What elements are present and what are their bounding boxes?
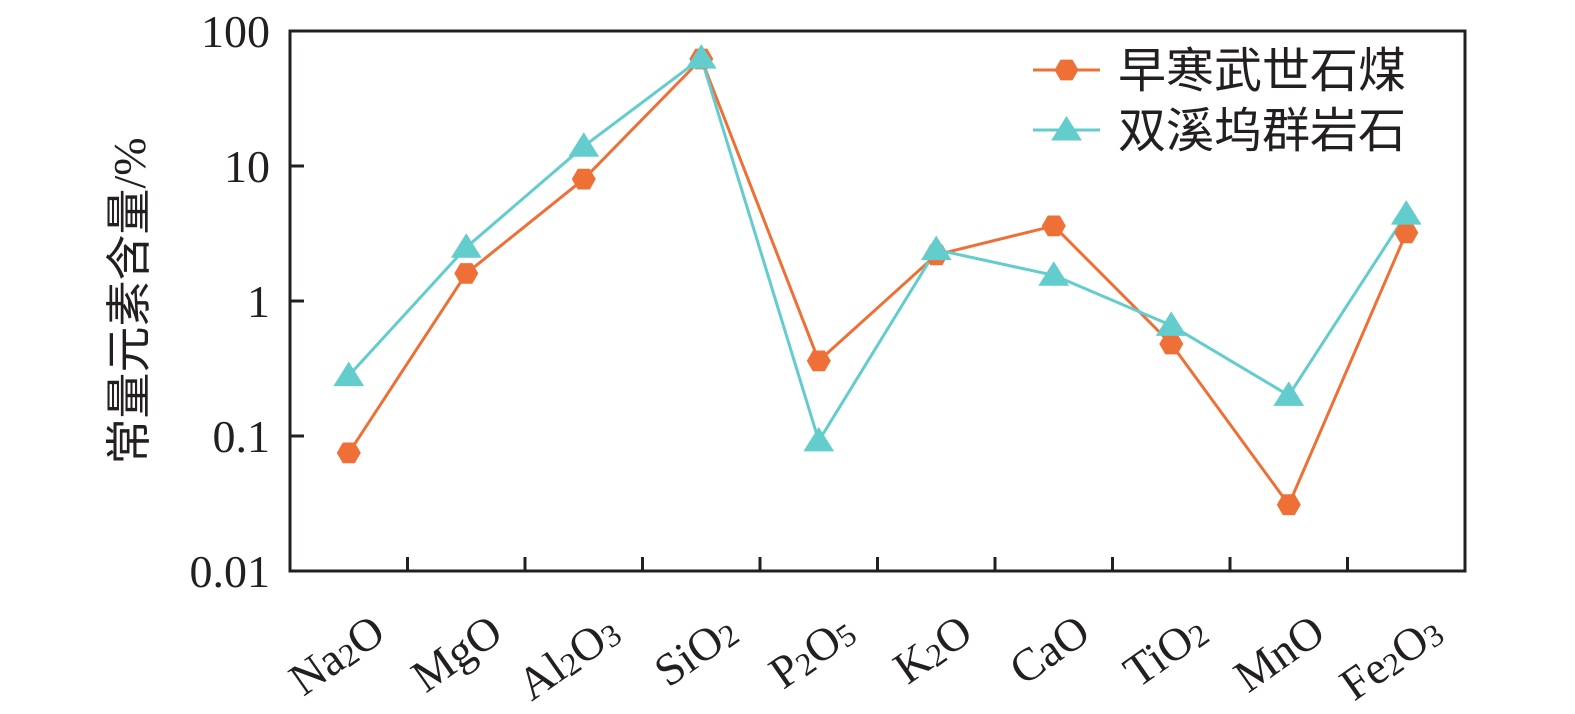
svg-text:K2O: K2O bbox=[884, 604, 981, 693]
y-tick-label: 0.1 bbox=[213, 411, 271, 462]
series-2 bbox=[347, 56, 1408, 443]
svg-text:TiO2: TiO2 bbox=[1114, 604, 1216, 697]
data-point bbox=[333, 361, 365, 387]
svg-text:Al2O3: Al2O3 bbox=[508, 604, 628, 710]
x-tick-label: MgO bbox=[402, 604, 511, 701]
data-point bbox=[568, 132, 600, 157]
series-line bbox=[347, 56, 1408, 443]
data-point bbox=[1394, 222, 1419, 244]
svg-text:SiO2: SiO2 bbox=[645, 604, 746, 696]
x-tick-label: CaO bbox=[1000, 604, 1098, 694]
svg-text:MnO: MnO bbox=[1224, 604, 1333, 701]
legend-marker bbox=[1054, 59, 1079, 81]
x-tick-label: MnO bbox=[1224, 604, 1333, 701]
data-point bbox=[806, 350, 831, 372]
x-tick-label: P2O5 bbox=[760, 604, 864, 698]
data-point bbox=[450, 233, 482, 258]
x-tick-label: TiO2 bbox=[1114, 604, 1216, 697]
data-point bbox=[336, 442, 361, 464]
series-layer bbox=[333, 44, 1422, 516]
legend-marker bbox=[1051, 116, 1082, 141]
data-point bbox=[1390, 200, 1422, 225]
data-point bbox=[1159, 333, 1184, 355]
series-1 bbox=[347, 57, 1408, 507]
x-tick-label: Fe2O3 bbox=[1330, 604, 1450, 710]
y-tick-label: 1 bbox=[247, 276, 270, 327]
data-point bbox=[1041, 215, 1066, 237]
svg-text:Na2O: Na2O bbox=[280, 604, 394, 705]
series-2-points bbox=[333, 44, 1422, 452]
y-tick-label: 0.01 bbox=[190, 546, 271, 597]
x-tick-label: K2O bbox=[884, 604, 981, 693]
svg-text:MgO: MgO bbox=[402, 604, 511, 701]
svg-text:Fe2O3: Fe2O3 bbox=[1330, 604, 1450, 710]
y-axis-label: 常量元素含量/% bbox=[104, 137, 155, 464]
svg-text:P2O5: P2O5 bbox=[760, 604, 864, 698]
legend-label: 早寒武世石煤 bbox=[1118, 45, 1406, 98]
data-point bbox=[454, 263, 479, 284]
x-tick-label: SiO2 bbox=[645, 604, 746, 696]
data-point bbox=[1273, 381, 1305, 406]
data-point bbox=[571, 168, 596, 190]
x-tick-label: Al2O3 bbox=[508, 604, 628, 710]
y-tick-label: 10 bbox=[224, 141, 270, 192]
data-point bbox=[1276, 494, 1301, 516]
data-point bbox=[1155, 311, 1187, 336]
data-point bbox=[685, 44, 717, 69]
data-point bbox=[803, 426, 835, 452]
x-tick-label: Na2O bbox=[280, 604, 394, 705]
series-line bbox=[347, 57, 1408, 507]
data-point bbox=[1038, 261, 1070, 286]
y-ticks: 0.01 0.1 1 10 100 bbox=[190, 6, 304, 597]
y-tick-label: 100 bbox=[201, 6, 270, 57]
data-point bbox=[920, 235, 952, 261]
svg-text:CaO: CaO bbox=[1000, 604, 1098, 694]
legend-label: 双溪坞群岩石 bbox=[1118, 105, 1406, 158]
